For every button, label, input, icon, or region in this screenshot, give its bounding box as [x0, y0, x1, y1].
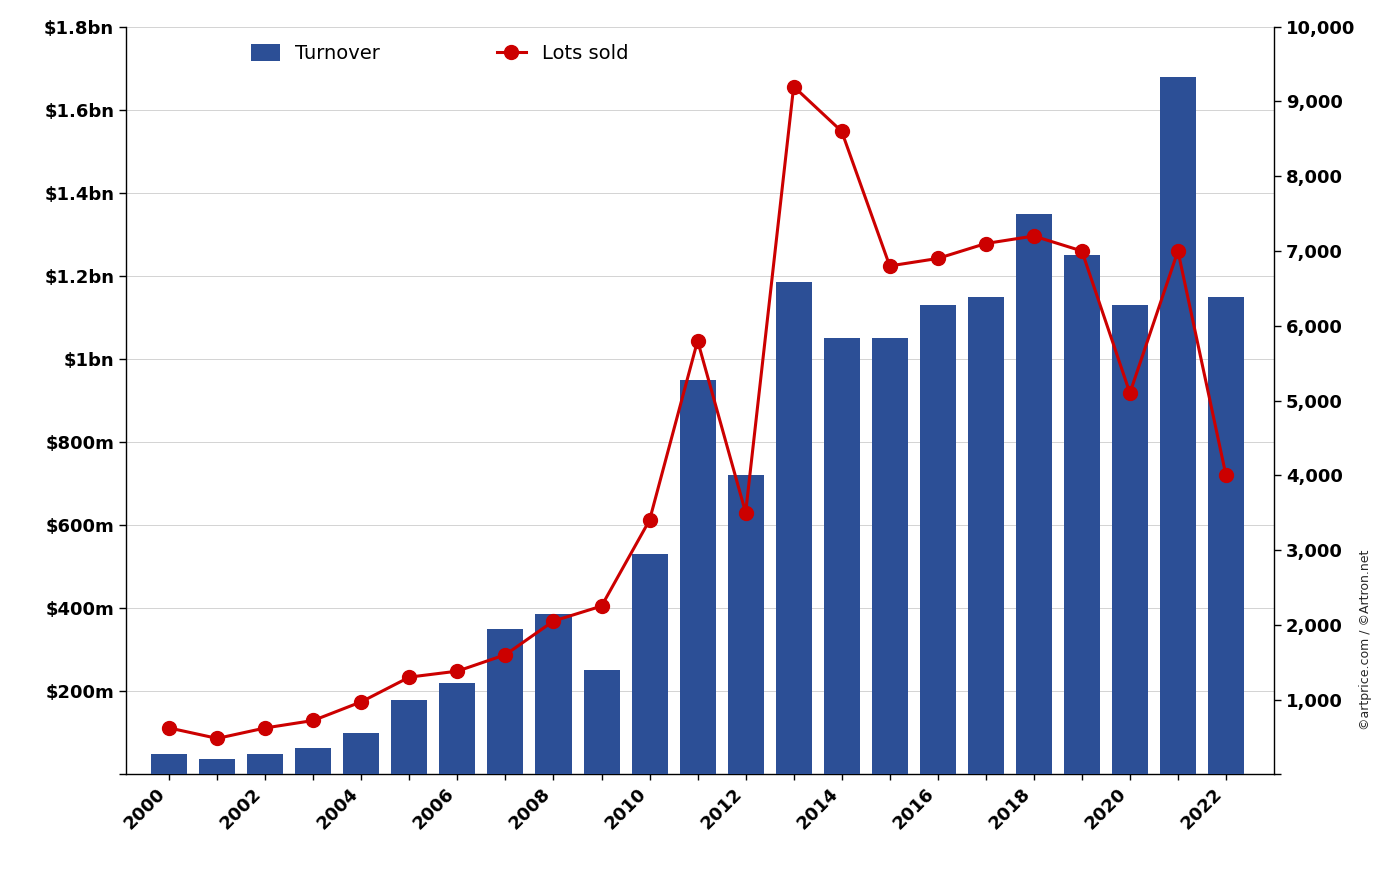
Lots sold [930, 253, 946, 263]
Bar [776, 282, 812, 774]
Bar [1161, 77, 1196, 774]
Lots sold [689, 336, 706, 346]
Bar [535, 614, 571, 774]
Lots sold [449, 666, 466, 676]
Lots sold [545, 616, 561, 627]
Bar [1064, 255, 1100, 774]
Bar [248, 754, 283, 774]
Lots sold [1169, 246, 1186, 256]
Lots sold [641, 514, 658, 525]
Line: Lots sold: Lots sold [162, 79, 1233, 745]
Lots sold [1218, 470, 1235, 481]
Lots sold [497, 650, 514, 660]
Bar [343, 732, 379, 774]
Bar [1112, 305, 1148, 774]
Bar [295, 748, 332, 774]
Bar [440, 683, 476, 774]
Bar [151, 754, 188, 774]
Lots sold [594, 601, 610, 611]
Bar [967, 296, 1004, 774]
Bar [728, 475, 763, 774]
Lots sold [256, 723, 273, 733]
Lots sold [977, 239, 994, 249]
Lots sold [209, 733, 225, 744]
Bar [584, 670, 620, 774]
Lots sold [353, 697, 370, 708]
Bar [392, 700, 427, 774]
Lots sold [400, 672, 417, 683]
Bar [823, 338, 860, 774]
Bar [679, 380, 715, 774]
Bar [920, 305, 956, 774]
Bar [1016, 214, 1051, 774]
Lots sold [1074, 246, 1091, 256]
Legend: Turnover, Lots sold: Turnover, Lots sold [251, 44, 629, 63]
Text: ©artprice.com / ©Artron.net: ©artprice.com / ©Artron.net [1358, 549, 1372, 730]
Lots sold [161, 723, 178, 733]
Lots sold [1121, 388, 1138, 399]
Lots sold [833, 126, 850, 137]
Lots sold [1025, 231, 1042, 241]
Lots sold [305, 716, 322, 726]
Bar [199, 758, 235, 774]
Bar [487, 629, 524, 774]
Bar [631, 554, 668, 774]
Lots sold [785, 81, 802, 92]
Lots sold [882, 261, 899, 271]
Lots sold [738, 507, 755, 518]
Bar [1208, 296, 1245, 774]
Bar [872, 338, 907, 774]
